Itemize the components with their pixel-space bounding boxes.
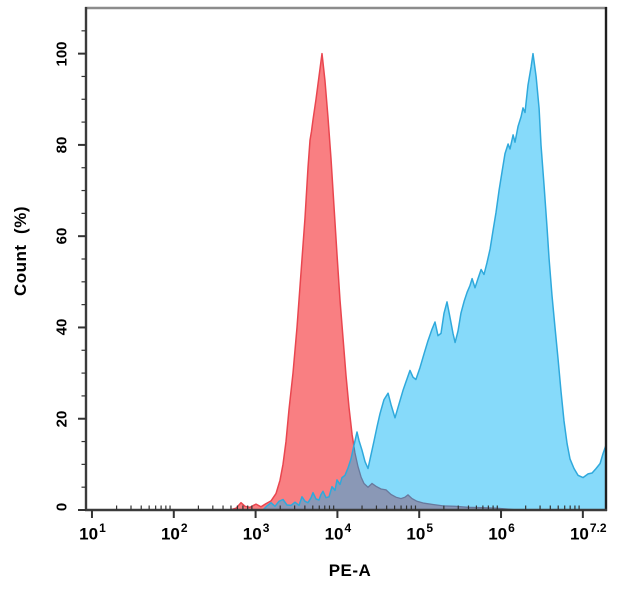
y-axis-title: Count (%) [11, 206, 30, 296]
x-tick-label-10e7.2: 107.2 [569, 521, 607, 544]
x-tick-label-10e2: 102 [160, 521, 188, 544]
x-axis-title: PE-A [328, 561, 372, 580]
y-tick-label-60: 60 [53, 227, 71, 245]
x-tick-label-10e3: 103 [242, 521, 270, 544]
red-population-area [230, 53, 519, 510]
y-tick-label-0: 0 [53, 502, 71, 512]
y-tick-label-100: 100 [53, 41, 71, 67]
blue-population-area [263, 53, 606, 510]
x-tick-label-10e6: 106 [488, 521, 515, 544]
y-tick-label-80: 80 [53, 136, 71, 154]
x-tick-label-10e5: 105 [406, 521, 434, 544]
blue-population-outline [262, 52, 607, 511]
y-tick-label-20: 20 [53, 410, 71, 428]
axis-ticks [78, 30, 584, 518]
red-population-outline [229, 52, 519, 511]
x-tick-label-10e1: 101 [79, 521, 106, 544]
x-tick-label-10e4: 104 [324, 521, 352, 544]
y-tick-label-40: 40 [53, 319, 71, 336]
